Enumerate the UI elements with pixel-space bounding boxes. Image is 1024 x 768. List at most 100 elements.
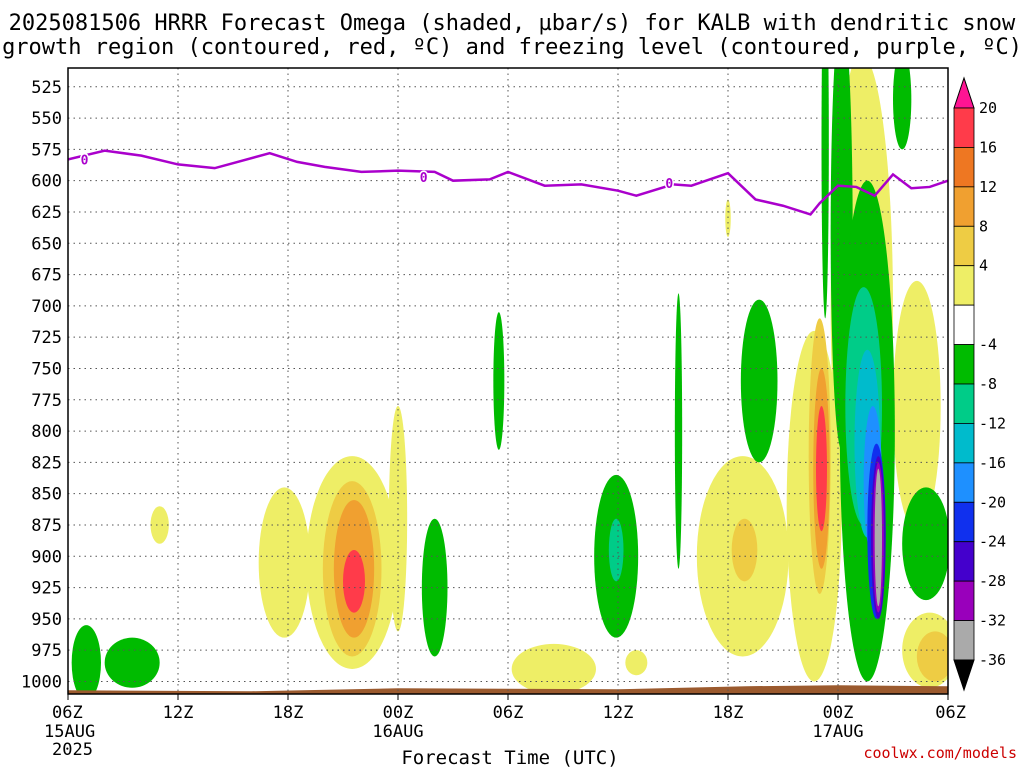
x-tick-label-42: 00Z <box>823 703 854 723</box>
colorbar-label-5: -4 <box>979 336 997 354</box>
colorbar-swatch-5 <box>953 265 975 306</box>
x-tick-label-18: 00Z <box>383 703 414 723</box>
omega-region-40 <box>874 468 882 607</box>
colorbar-label-2: 12 <box>979 178 997 196</box>
freezing-level-contour: 0 0 0 <box>68 149 948 216</box>
omega-region-22 <box>104 637 160 688</box>
omega-region-16 <box>916 631 948 682</box>
y-tick-600: 600 <box>31 172 62 192</box>
x-tick-year-0: 2025 <box>52 740 93 760</box>
chart-title-line1: 2025081506 HRRR Forecast Omega (shaded, … <box>9 11 1016 36</box>
omega-region-20 <box>816 406 827 532</box>
y-tick-1000: 1000 <box>21 672 62 692</box>
omega-region-31 <box>902 487 948 601</box>
omega-region-29 <box>821 68 829 319</box>
colorbar-swatch-11 <box>953 501 975 543</box>
omega-region-2 <box>388 406 408 632</box>
colorbar-swatch-9 <box>953 423 975 464</box>
omega-region-4 <box>511 643 596 694</box>
chart-title-line2: growth region (contoured, red, ºC) and f… <box>2 35 1022 60</box>
colorbar-swatch-6 <box>953 304 975 345</box>
credit-text: coolwx.com/models <box>863 744 1017 762</box>
y-tick-525: 525 <box>31 78 62 98</box>
colorbar-label-8: -16 <box>979 454 1006 472</box>
omega-region-19 <box>343 550 365 613</box>
colorbar-label-11: -28 <box>979 572 1006 590</box>
colorbar-swatch-14 <box>953 620 975 661</box>
omega-region-14 <box>731 518 758 582</box>
y-tick-800: 800 <box>31 422 62 442</box>
colorbar-swatch-1 <box>953 107 975 148</box>
colorbar-label-7: -12 <box>979 414 1006 432</box>
x-tick-label-0: 06Z <box>52 703 83 723</box>
x-tick-date-18: 16AUG <box>372 722 423 742</box>
y-tick-900: 900 <box>31 547 62 567</box>
omega-region-10 <box>893 280 941 532</box>
omega-region-12 <box>725 199 731 238</box>
colorbar-swatch-10 <box>953 462 975 503</box>
y-tick-950: 950 <box>31 610 62 630</box>
colorbar-swatch-12 <box>953 541 975 582</box>
x-tick-label-24: 06Z <box>493 703 524 723</box>
freezing-level-label-1: 0 <box>420 171 428 186</box>
omega-region-9 <box>847 68 873 156</box>
x-tick-label-6: 12Z <box>163 703 194 723</box>
y-tick-650: 650 <box>31 234 62 254</box>
colorbar-swatch-13 <box>953 580 975 621</box>
x-tick-label-36: 18Z <box>713 703 744 723</box>
colorbar-label-12: -32 <box>979 612 1006 630</box>
colorbar-label-9: -20 <box>979 493 1006 511</box>
x-tick-date-0: 15AUG <box>44 722 95 742</box>
colorbar-swatch-7 <box>953 344 975 385</box>
x-tick-label-12: 18Z <box>273 703 304 723</box>
y-axis-ticks: 525 550 575 600 625 650 675 700 725 750 775 800 825 8… <box>21 78 62 693</box>
colorbar-swatch-2 <box>953 147 975 188</box>
omega-region-5 <box>625 650 648 676</box>
colorbar-swatch-4 <box>953 225 975 267</box>
omega-region-23 <box>421 518 448 657</box>
omega-region-27 <box>740 299 778 463</box>
y-tick-750: 750 <box>31 359 62 379</box>
colorbar-label-6: -8 <box>979 375 997 393</box>
grid-lines <box>68 68 948 694</box>
omega-region-24 <box>493 312 505 450</box>
plot-frame <box>67 67 949 695</box>
x-tick-label-30: 12Z <box>603 703 634 723</box>
x-axis-label: Forecast Time (UTC) <box>401 747 618 768</box>
colorbar-label-13: -36 <box>979 651 1006 669</box>
y-tick-875: 875 <box>31 516 62 536</box>
omega-region-3 <box>150 506 169 544</box>
y-tick-575: 575 <box>31 140 62 160</box>
omega-shaded-regions <box>68 68 948 694</box>
colorbar-bottom-arrow <box>953 659 975 692</box>
omega-region-32 <box>893 68 912 150</box>
omega-region-34 <box>608 518 624 582</box>
colorbar: 20 16 12 8 4 -4 -8 -12 -16 -20 -24 -28 -32 -36 <box>953 76 1006 692</box>
omega-region-21 <box>71 625 101 694</box>
freezing-level-line <box>68 149 948 216</box>
y-tick-850: 850 <box>31 485 62 505</box>
x-tick-label-48: 06Z <box>935 703 966 723</box>
omega-region-0 <box>258 487 311 638</box>
y-tick-775: 775 <box>31 391 62 411</box>
freezing-level-label-2: 0 <box>665 177 673 192</box>
y-tick-700: 700 <box>31 297 62 317</box>
colorbar-label-3: 8 <box>979 217 988 235</box>
y-tick-550: 550 <box>31 109 62 129</box>
colorbar-label-1: 16 <box>979 138 997 156</box>
colorbar-swatch-8 <box>953 383 975 424</box>
colorbar-label-0: 20 <box>979 99 997 117</box>
y-tick-925: 925 <box>31 579 62 599</box>
colorbar-top-arrow <box>953 76 975 109</box>
y-tick-625: 625 <box>31 203 62 223</box>
x-tick-date-42: 17AUG <box>812 722 863 742</box>
y-tick-825: 825 <box>31 453 62 473</box>
y-tick-675: 675 <box>31 266 62 286</box>
y-tick-975: 975 <box>31 641 62 661</box>
freezing-level-label-0: 0 <box>81 153 89 168</box>
y-tick-725: 725 <box>31 328 62 348</box>
colorbar-label-10: -24 <box>979 533 1006 551</box>
colorbar-label-4: 4 <box>979 257 988 275</box>
